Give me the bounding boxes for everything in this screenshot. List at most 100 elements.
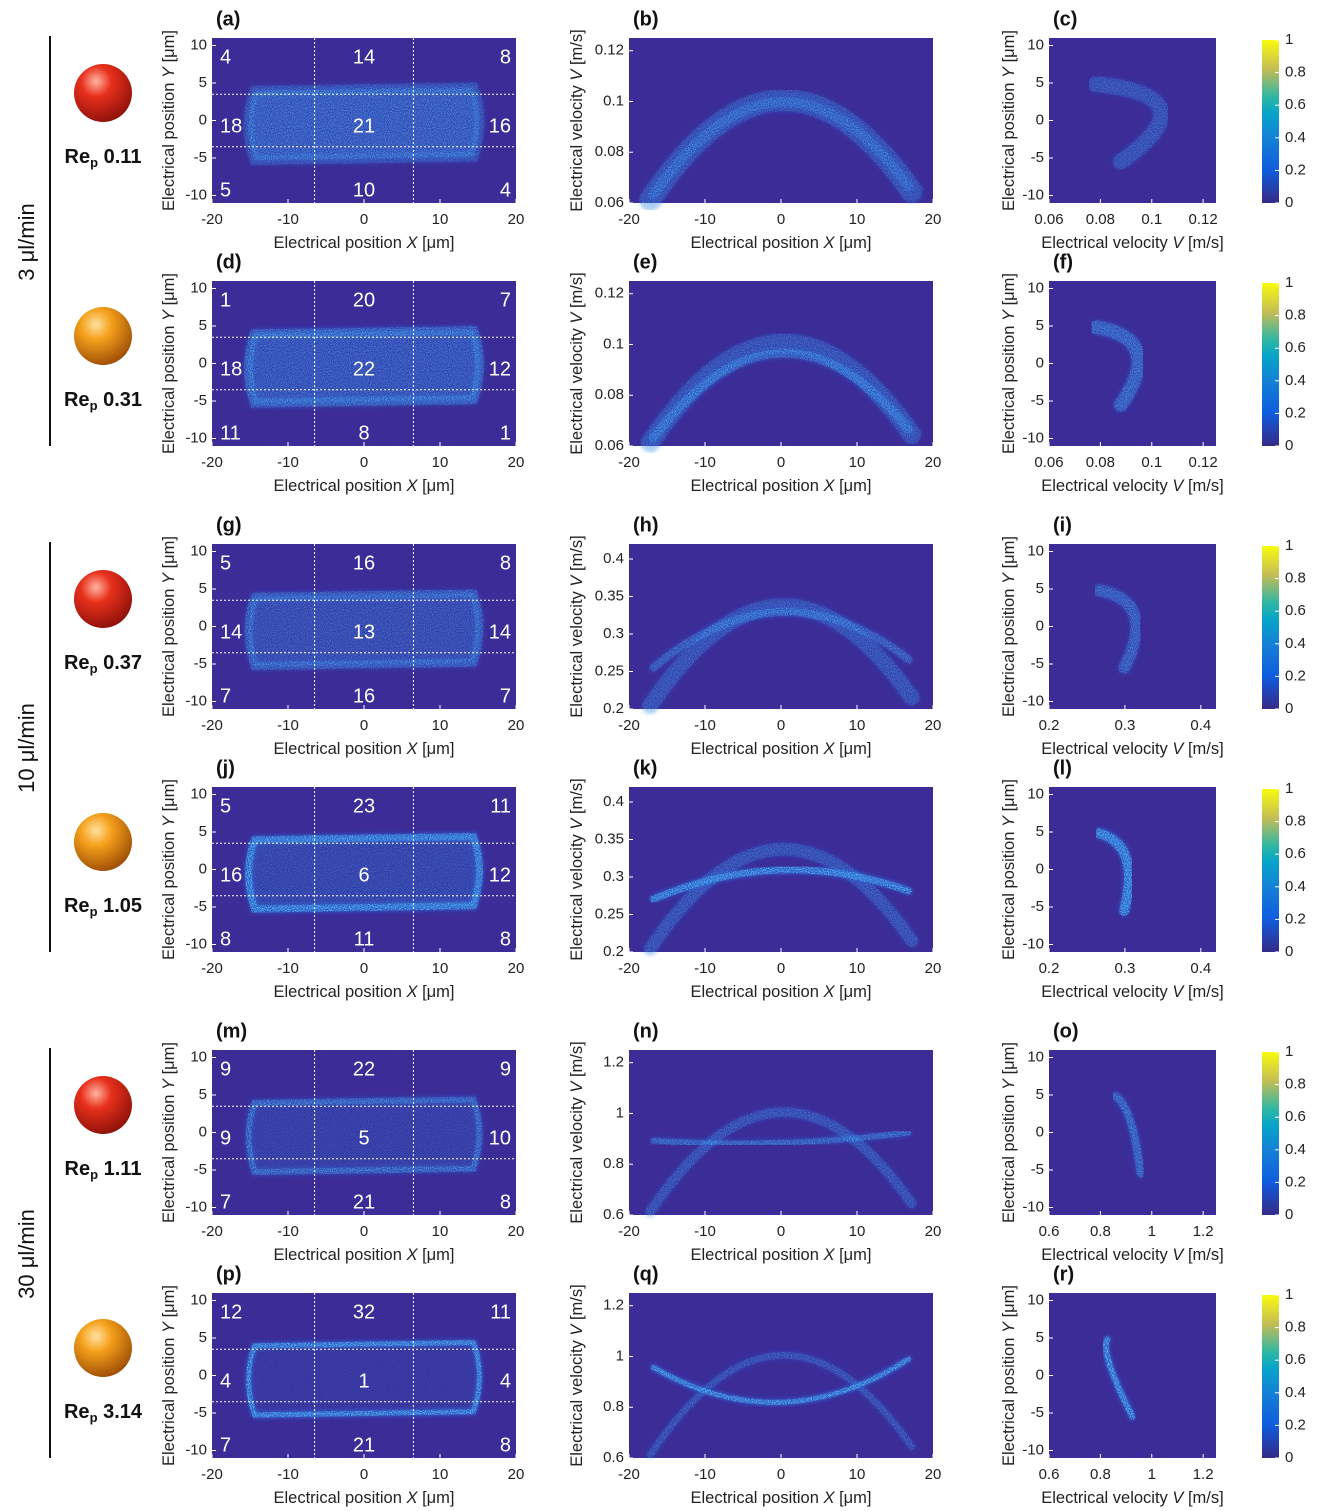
plot-area	[1049, 38, 1216, 203]
y-tick-label: 1.2	[603, 1054, 624, 1071]
axis-label-part: [μm]	[834, 983, 871, 1001]
colorbar-tick-label: 0.8	[1285, 813, 1306, 830]
y-tick-label: 5	[1036, 317, 1044, 334]
panel-letter: (r)	[1053, 1263, 1074, 1285]
y-tick-label: 1	[616, 1347, 624, 1364]
colorbar	[1262, 546, 1279, 709]
y-tick-label: 5	[1036, 823, 1044, 840]
y-tick-label: -10	[1022, 429, 1044, 446]
density	[1094, 828, 1134, 916]
flow-rate: 3 μl/min	[14, 203, 39, 280]
axis-label-part: Y	[160, 66, 178, 78]
x-tick-label: -20	[618, 454, 640, 471]
particle	[74, 1076, 132, 1134]
x-tick-label: -10	[694, 717, 716, 734]
axis-label: Electrical position Y [μm]	[1000, 779, 1018, 960]
density-shape	[648, 348, 914, 443]
y-tick-label: 5	[1036, 74, 1044, 91]
region-count: 16	[489, 115, 511, 137]
re-label: Rep 3.14	[64, 1401, 143, 1425]
density	[244, 325, 484, 408]
particle	[74, 570, 132, 628]
y-tick-label: -5	[1031, 1404, 1044, 1421]
colorbar-tick-label: 0	[1285, 194, 1293, 211]
x-tick-label: -20	[618, 1223, 640, 1240]
colorbar-tick-label: 0	[1285, 700, 1293, 717]
axis-label: Electrical velocity V [m/s]	[1041, 983, 1223, 1001]
axis-label-part: Electrical position	[273, 1246, 406, 1264]
x-tick-label: 20	[508, 211, 525, 228]
re-sub: p	[90, 1410, 98, 1425]
colorbar-tick-label: 0.2	[1285, 910, 1306, 927]
density	[649, 866, 913, 903]
y-tick-label: 0	[1036, 1123, 1044, 1140]
region-count: 32	[353, 1301, 375, 1323]
axis-label-part: Y	[1000, 572, 1018, 584]
density	[245, 1096, 483, 1176]
axis-label: Electrical velocity V [m/s]	[1041, 740, 1223, 758]
x-tick-label: 0	[777, 211, 785, 228]
y-tick-label: 5	[199, 580, 207, 597]
axis-label-part: V	[568, 817, 586, 830]
colorbar-tick-label: 0.2	[1285, 1416, 1306, 1433]
axis-label-part: [μm]	[160, 1285, 178, 1322]
y-tick-label: 10	[190, 542, 207, 559]
x-tick-label: 20	[925, 211, 942, 228]
x-tick-label: 0.3	[1114, 717, 1135, 734]
axis-label-part: X	[405, 477, 418, 495]
y-tick-label: -5	[1031, 898, 1044, 915]
axis-label: Electrical position Y [μm]	[160, 30, 178, 211]
axis-label-part: Electrical position	[160, 584, 178, 717]
x-tick-label: 0	[360, 960, 368, 977]
y-tick-label: 0	[199, 617, 207, 634]
colorbar	[1262, 40, 1279, 203]
axis-label-part: Electrical velocity	[568, 830, 586, 961]
x-tick-label: 1.2	[1193, 1466, 1214, 1483]
axis-label-part: Electrical velocity	[568, 587, 586, 718]
density	[645, 1107, 917, 1217]
density	[648, 96, 914, 200]
region-count: 4	[500, 1370, 511, 1392]
re-value: 0.37	[103, 652, 142, 674]
density-shape	[1102, 1336, 1136, 1420]
density	[1093, 584, 1143, 674]
particle	[74, 307, 132, 365]
density	[1087, 76, 1170, 170]
particle	[74, 64, 132, 122]
x-tick-label: 10	[849, 960, 866, 977]
axis-label-part: V	[1172, 1489, 1185, 1507]
axis-label-part: Electrical position	[273, 234, 406, 252]
density-shape	[643, 842, 919, 956]
panel-letter: (q)	[633, 1263, 659, 1285]
y-tick-label: 10	[190, 1291, 207, 1308]
axis-label-part: Electrical position	[690, 740, 823, 758]
y-tick-label: 0.4	[603, 550, 624, 567]
re-main: Re	[64, 652, 90, 674]
density	[1102, 1336, 1136, 1420]
region-count: 1	[500, 422, 511, 444]
re-sub: p	[90, 1167, 98, 1182]
axis-label-part: Electrical velocity	[568, 1093, 586, 1224]
colorbar-tick-label: 0.6	[1285, 602, 1306, 619]
density-shape	[642, 598, 920, 714]
axis-label-part: V	[568, 1323, 586, 1336]
axis-label-part: X	[822, 1246, 835, 1264]
x-tick-label: -10	[277, 717, 299, 734]
y-tick-label: -5	[1031, 392, 1044, 409]
axis-label-part: Electrical position	[690, 234, 823, 252]
region-count: 4	[500, 179, 511, 201]
x-tick-label: 10	[849, 211, 866, 228]
x-tick-label: 10	[432, 960, 449, 977]
x-tick-label: 0	[360, 1223, 368, 1240]
panel-letter: (o)	[1053, 1020, 1079, 1042]
axis-label-part: [m/s]	[1183, 1489, 1223, 1507]
y-tick-label: 0	[199, 111, 207, 128]
colorbar	[1262, 283, 1279, 446]
axis-label-part: V	[1172, 983, 1185, 1001]
region-count: 7	[500, 685, 511, 707]
re-label: Rep 0.31	[64, 389, 142, 413]
re-label: Rep 1.11	[65, 1158, 142, 1182]
region-count: 1	[220, 289, 231, 311]
region-count: 11	[490, 1301, 511, 1323]
density	[650, 1356, 912, 1405]
